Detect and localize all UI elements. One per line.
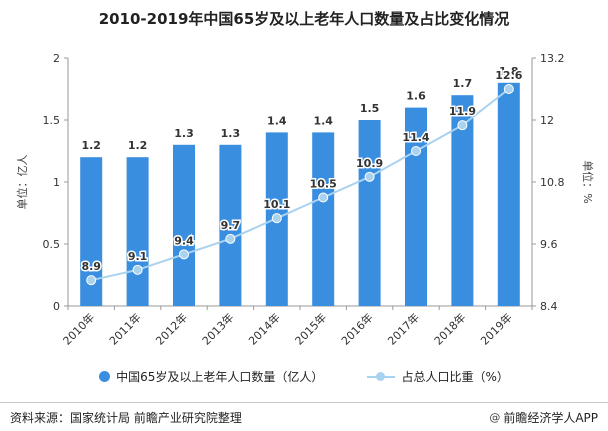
line-data-label: 11.9 — [449, 105, 476, 118]
y-left-tick-label: 2 — [53, 52, 60, 65]
line-data-label: 12.6 — [495, 69, 522, 82]
legend-line-label: 占总人口比重（%） — [401, 370, 509, 384]
brand: @ 前瞻经济学人APP — [489, 409, 598, 426]
y-right-tick-label: 12 — [540, 114, 554, 127]
line-path — [90, 88, 510, 282]
chart-title: 2010-2019年中国65岁及以上老年人口数量及占比变化情况 — [98, 10, 510, 28]
footer: 资料来源：国家统计局 前瞻产业研究院整理 @ 前瞻经济学人APP — [0, 402, 608, 431]
bar-data-label: 1.7 — [453, 77, 473, 90]
bar — [219, 144, 242, 306]
line-point — [364, 171, 375, 182]
bar-data-label: 1.3 — [174, 127, 194, 140]
brand-name: 前瞻经济学人APP — [503, 410, 598, 425]
line-data-label-halo: 10.1 — [263, 198, 290, 211]
line-data-label-halo: 10.9 — [356, 157, 383, 170]
bar — [451, 95, 474, 306]
legend: 中国65岁及以上老年人口数量（亿人） 占总人口比重（%） — [0, 368, 608, 385]
line-point — [179, 249, 189, 260]
legend-item-line[interactable]: 占总人口比重（%） — [367, 368, 509, 385]
line-data-label: 11.4 — [402, 131, 429, 144]
y-right-tick-label: 10.8 — [540, 176, 565, 189]
bar — [126, 157, 149, 306]
line-point — [271, 213, 282, 224]
line-point — [457, 120, 468, 131]
x-tick-label: 2017年 — [385, 310, 422, 347]
line-data-label: 9.1 — [128, 250, 148, 263]
line-data-label: 8.9 — [81, 260, 101, 273]
line-series — [86, 84, 514, 286]
bar — [173, 144, 195, 306]
legend-bar-marker-icon — [99, 371, 111, 382]
bar-data-label: 1.8 — [499, 65, 519, 78]
y-left-tick-label: 1.5 — [43, 114, 61, 127]
x-tick-label: 2010年 — [60, 310, 97, 347]
line-data-label-halo: 9.7 — [221, 219, 241, 232]
x-tick-label: 2019年 — [477, 310, 514, 347]
legend-item-bar[interactable]: 中国65岁及以上老年人口数量（亿人） — [99, 368, 323, 385]
x-tick-label: 2014年 — [245, 310, 282, 347]
bar — [497, 82, 520, 306]
y-axis-right-title: 单位：% — [581, 160, 595, 203]
line-data-label-halo: 11.9 — [449, 105, 476, 118]
line-point — [503, 84, 514, 94]
x-tick-label: 2016年 — [338, 310, 375, 347]
y-left-tick-label: 0.5 — [43, 238, 61, 251]
bar — [358, 120, 381, 306]
line-data-label-halo: 8.9 — [81, 260, 101, 273]
y-left-tick-label: 0 — [53, 300, 60, 313]
line-data-label-halo: 9.1 — [128, 250, 148, 263]
x-tick-label: 2015年 — [292, 310, 329, 347]
line-data-label: 10.9 — [356, 157, 383, 170]
line-point — [86, 275, 97, 286]
legend-bar-label: 中国65岁及以上老年人口数量（亿人） — [116, 370, 324, 384]
line-data-label: 9.4 — [174, 234, 194, 247]
line-data-label-halo: 11.4 — [402, 131, 429, 144]
y-axis-left-title: 单位：亿人 — [15, 155, 29, 210]
brand-at-icon: @ — [489, 410, 501, 424]
line-data-label-halo: 12.6 — [495, 69, 522, 82]
source-note: 资料来源：国家统计局 前瞻产业研究院整理 — [10, 410, 242, 425]
y-left-tick-label: 1 — [53, 176, 60, 189]
line-data-label-halo: 9.4 — [174, 234, 194, 247]
data-labels: 1.2 1.21.3 1.31.4 1.41.51.61.71.88.98.99.19… — [80, 65, 524, 275]
bar-data-label: 1.6 — [406, 90, 426, 103]
bar — [405, 107, 427, 306]
bar-data-label: 1.5 — [360, 102, 380, 115]
bar-data-label: 1.2 — [128, 139, 148, 152]
line-point — [225, 233, 236, 244]
x-tick-label: 2012年 — [153, 310, 190, 347]
bar-data-label: 1.4 — [267, 114, 287, 127]
x-tick-label: 2013年 — [199, 310, 236, 347]
bar-data-label: 1.2 — [81, 139, 101, 152]
bar — [80, 157, 103, 306]
legend-line-marker-icon — [367, 371, 396, 383]
bar — [312, 132, 335, 306]
line-data-label: 10.5 — [310, 178, 337, 191]
line-data-label-halo: 10.5 — [310, 178, 337, 191]
x-tick-label: 2011年 — [106, 310, 143, 347]
y-right-tick-label: 8.4 — [540, 300, 558, 313]
bar-data-label: 1.4 — [313, 114, 333, 127]
y-right-tick-label: 13.2 — [540, 52, 565, 65]
line-point — [132, 264, 143, 275]
bar-data-label: 1.3 — [221, 127, 241, 140]
y-right-tick-label: 9.6 — [540, 238, 558, 251]
x-tick-label: 2018年 — [431, 310, 468, 347]
line-point — [411, 146, 421, 156]
line-point — [318, 192, 329, 203]
line-data-label: 9.7 — [221, 219, 241, 232]
bar-series — [80, 82, 520, 306]
line-data-label: 10.1 — [263, 198, 290, 211]
